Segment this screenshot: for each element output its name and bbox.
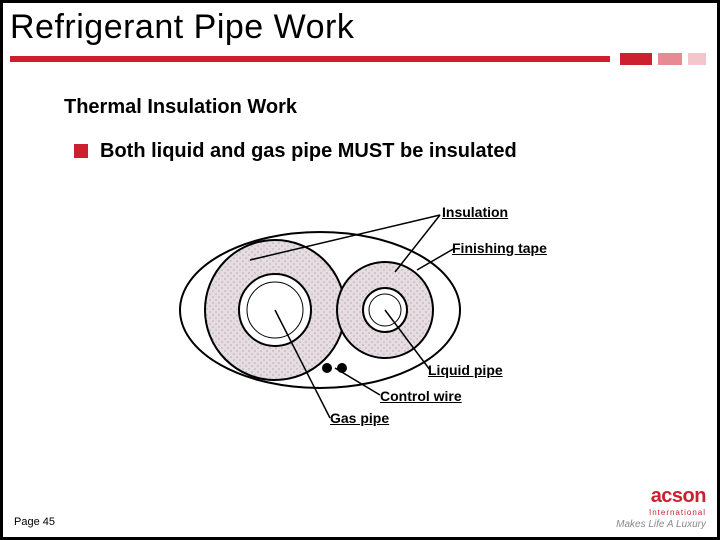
label-control-wire: Control wire	[380, 388, 462, 404]
label-gas-pipe: Gas pipe	[330, 410, 389, 426]
logo-text: acson	[616, 485, 706, 508]
bullet-icon	[74, 144, 88, 158]
bullet-item: Both liquid and gas pipe MUST be insulat…	[74, 140, 517, 163]
page-number: Page 45	[14, 516, 55, 528]
label-insulation: Insulation	[442, 204, 508, 220]
label-liquid-pipe: Liquid pipe	[428, 362, 503, 378]
page-title: Refrigerant Pipe Work	[10, 8, 354, 47]
logo-subtext: International	[616, 508, 706, 517]
pipe-cross-section-diagram: Insulation Finishing tape Liquid pipe Co…	[170, 200, 550, 430]
subheading: Thermal Insulation Work	[64, 96, 297, 119]
title-rule	[10, 56, 710, 72]
bullet-text: Both liquid and gas pipe MUST be insulat…	[100, 140, 517, 163]
brand-logo: acson International Makes Life A Luxury	[616, 485, 706, 530]
label-finishing-tape: Finishing tape	[452, 240, 547, 256]
logo-tagline: Makes Life A Luxury	[616, 519, 706, 530]
